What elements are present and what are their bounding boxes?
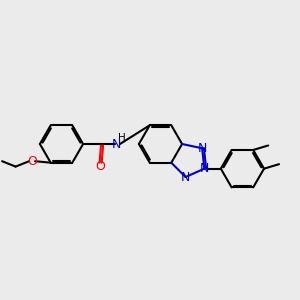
Text: N: N: [112, 137, 122, 151]
Text: N: N: [197, 142, 207, 155]
Text: N: N: [181, 170, 190, 184]
Text: O: O: [95, 160, 105, 173]
Text: O: O: [27, 155, 37, 168]
Text: H: H: [118, 133, 126, 143]
Text: N: N: [200, 162, 209, 175]
